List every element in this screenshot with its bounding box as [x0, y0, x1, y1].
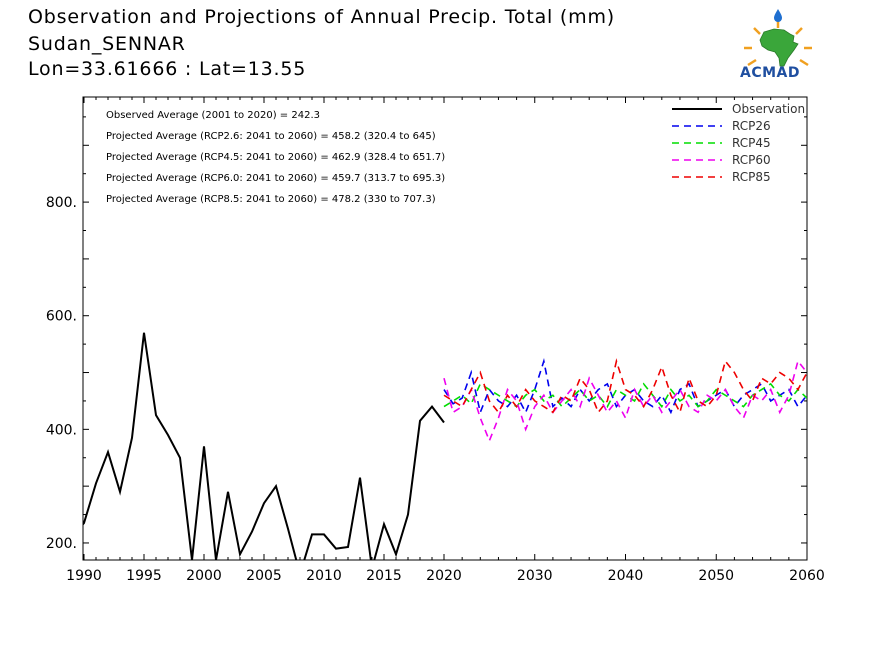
legend-label: RCP26 — [732, 119, 771, 133]
series-line-rcp26 — [443, 357, 807, 415]
y-tick-label: 400. — [46, 422, 77, 438]
stats-annotation: Observed Average (2001 to 2020) = 242.3 — [106, 110, 320, 121]
location-label: Sudan_SENNAR — [28, 33, 186, 55]
stats-annotation: Projected Average (RCP2.6: 2041 to 2060)… — [106, 131, 436, 142]
y-tick-label: 600. — [46, 309, 77, 325]
water-drop-icon — [774, 9, 782, 22]
chart-title: Observation and Projections of Annual Pr… — [28, 6, 615, 28]
legend-label: RCP45 — [732, 136, 771, 150]
stats-annotation: Projected Average (RCP6.0: 2041 to 2060)… — [106, 173, 445, 184]
x-tick-label: 2020 — [426, 568, 462, 584]
logo-text: ACMAD — [740, 65, 800, 81]
sun-rays-icon — [744, 20, 812, 67]
y-tick-label: 200. — [46, 536, 77, 552]
x-tick-label: 2010 — [306, 568, 342, 584]
x-tick-label: 2050 — [698, 568, 734, 584]
series-line-rcp85 — [443, 358, 807, 415]
x-tick-label: 1990 — [66, 568, 102, 584]
x-tick-label: 2060 — [789, 568, 825, 584]
x-tick-label: 2040 — [608, 568, 644, 584]
x-tick-label: 2015 — [366, 568, 402, 584]
x-tick-label: 2030 — [517, 568, 553, 584]
stats-annotation: Projected Average (RCP8.5: 2041 to 2060)… — [106, 194, 436, 205]
x-tick-label: 2000 — [186, 568, 222, 584]
x-tick-label: 2005 — [246, 568, 282, 584]
legend-label: Observation — [732, 102, 805, 116]
stats-annotation: Projected Average (RCP4.5: 2041 to 2060)… — [106, 152, 445, 163]
africa-map-icon — [759, 28, 799, 67]
observation-line — [83, 332, 445, 560]
y-tick-label: 800. — [46, 195, 77, 211]
acmad-logo — [738, 8, 818, 84]
plot-frame — [82, 96, 808, 561]
x-tick-label: 1995 — [126, 568, 162, 584]
legend-label: RCP85 — [732, 170, 771, 184]
coordinates-label: Lon=33.61666 : Lat=13.55 — [28, 58, 307, 80]
series-line-rcp45 — [443, 382, 807, 409]
legend-label: RCP60 — [732, 153, 771, 167]
